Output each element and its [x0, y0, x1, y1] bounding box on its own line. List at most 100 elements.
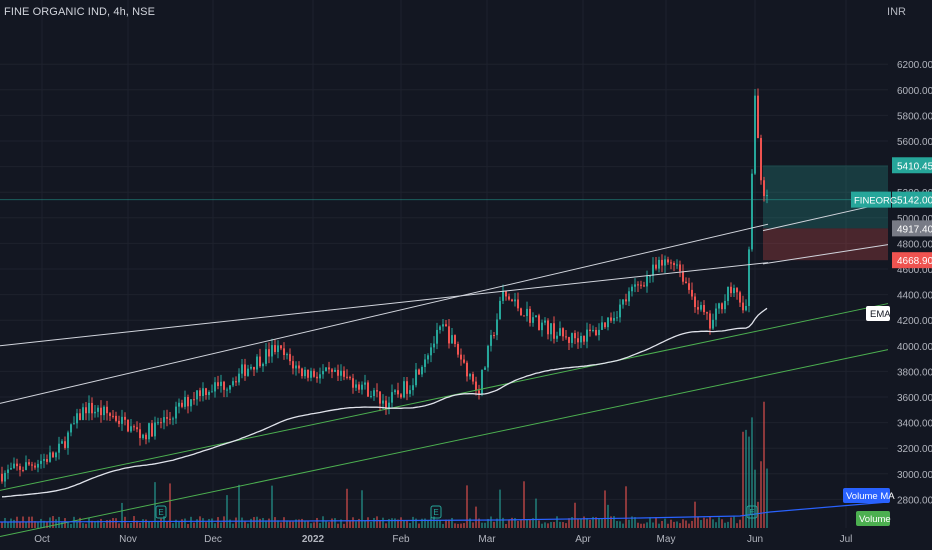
candle-body — [733, 288, 735, 294]
candle-body — [520, 308, 522, 316]
candle-body — [424, 359, 426, 367]
candle-body — [166, 417, 168, 419]
candle-body — [46, 459, 48, 462]
candle-body — [613, 318, 615, 321]
volume-bar — [730, 517, 732, 528]
candle-body — [526, 308, 528, 316]
volume-bar — [256, 516, 258, 528]
volume-bar — [565, 523, 567, 528]
price-tick-label: 5600.00 — [897, 137, 932, 148]
candle-body — [316, 376, 318, 379]
volume-bar — [598, 518, 600, 528]
volume-bar — [721, 519, 723, 528]
price-tick-label: 4600.00 — [897, 265, 932, 276]
volume-bar — [298, 519, 300, 528]
volume-bars — [1, 401, 768, 528]
volume-bar — [271, 485, 273, 528]
candle-body — [409, 390, 411, 394]
volume-bar — [502, 517, 504, 528]
volume-bar — [55, 519, 57, 528]
volume-ma-line — [0, 501, 889, 523]
volume-bar — [517, 521, 519, 528]
volume-bar — [535, 498, 537, 528]
candle-body — [652, 264, 654, 276]
price-tick-label: 6000.00 — [897, 86, 932, 97]
volume-bar — [430, 517, 432, 528]
volume-bar — [199, 516, 201, 528]
volume-bar — [691, 520, 693, 528]
last-price-tag-bg — [892, 191, 932, 208]
volume-bar — [760, 461, 762, 528]
volume-bar — [433, 516, 435, 528]
volume-bar — [436, 519, 438, 528]
candle-body — [55, 452, 57, 458]
volume-bar — [85, 523, 87, 528]
volume-bar — [595, 517, 597, 528]
candle-body — [223, 381, 225, 390]
volume-bar — [640, 523, 642, 528]
candle-body — [187, 396, 189, 407]
candle-body — [31, 464, 33, 466]
volume-bar — [181, 519, 183, 528]
volume-bar — [718, 517, 720, 528]
candle-body — [748, 249, 750, 306]
candle-body — [544, 320, 546, 323]
volume-bar — [601, 518, 603, 528]
candle-body — [628, 291, 630, 302]
candle-body — [751, 173, 753, 250]
currency-label: INR — [887, 6, 906, 18]
candle-body — [7, 469, 9, 473]
volume-bar — [676, 521, 678, 528]
symbol-tag: FINEORG — [854, 196, 897, 207]
candle-body — [469, 374, 471, 377]
volume-bar — [67, 522, 69, 528]
volume-bar — [382, 517, 384, 528]
chart-title: FINE ORGANIC IND, 4h, NSE — [4, 6, 156, 18]
volume-bar — [496, 518, 498, 528]
candle-body — [574, 333, 576, 339]
volume-bar — [235, 517, 237, 528]
earnings-box — [746, 505, 758, 519]
candle-body — [517, 299, 519, 309]
volume-bar — [103, 522, 105, 528]
candle-body — [106, 406, 108, 414]
candle-body — [346, 376, 348, 378]
candle-body — [388, 402, 390, 410]
volume-bar — [328, 522, 330, 528]
candle-body — [706, 312, 708, 314]
volume-bar — [310, 523, 312, 528]
candle-body — [754, 95, 756, 174]
volume-bar — [469, 518, 471, 528]
candle-body — [358, 384, 360, 390]
ema-tag: EMA — [870, 309, 891, 320]
volume-bar — [766, 468, 768, 528]
volume-ma-tag: Volume MA — [846, 491, 895, 502]
candle-body — [712, 319, 714, 329]
candle-body — [454, 335, 456, 345]
volume-bar — [325, 521, 327, 528]
candle-body — [505, 290, 507, 297]
candle-body — [190, 399, 192, 407]
volume-bar — [190, 516, 192, 528]
candle-body — [376, 390, 378, 392]
volume-bar — [514, 518, 516, 528]
volume-bar — [232, 523, 234, 528]
candle-body — [301, 368, 303, 377]
volume-bar — [745, 429, 747, 528]
volume-bar — [283, 517, 285, 528]
price-axis: 2800.00 3000.00 3200.00 3400.00 3600.00 3800.… — [888, 0, 932, 550]
volume-bar — [424, 518, 426, 528]
volume-bar — [667, 523, 669, 528]
candle-body — [685, 281, 687, 284]
time-tick-label: Nov — [119, 534, 137, 545]
volume-bar — [454, 523, 456, 528]
volume-bar — [562, 522, 564, 528]
candle-body — [133, 426, 135, 428]
target-price-tag-bg — [892, 157, 932, 174]
volume-bar — [439, 520, 441, 528]
volume-bar — [751, 417, 753, 528]
candle-body — [85, 407, 87, 414]
volume-bar — [478, 518, 480, 528]
candle-body — [310, 370, 312, 378]
